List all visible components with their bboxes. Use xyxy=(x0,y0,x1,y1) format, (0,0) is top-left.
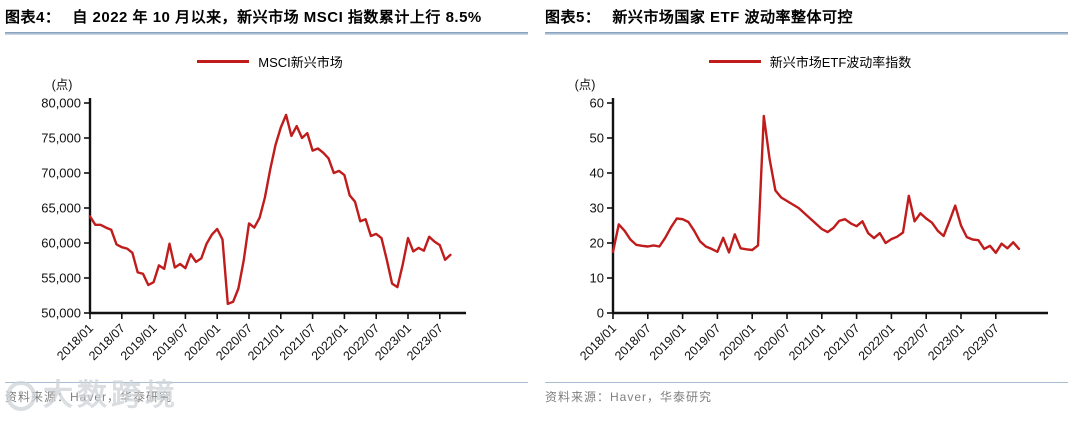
svg-text:60: 60 xyxy=(590,96,604,111)
legend-line-swatch xyxy=(708,60,761,63)
svg-text:40: 40 xyxy=(590,166,604,181)
svg-text:55,000: 55,000 xyxy=(41,271,81,286)
figure-4-title-rule xyxy=(5,32,528,35)
svg-text:2022/07: 2022/07 xyxy=(890,321,932,363)
figure-5-title-rule xyxy=(545,32,1068,35)
svg-text:2021/01: 2021/01 xyxy=(786,321,828,363)
svg-text:2019/01: 2019/01 xyxy=(647,321,689,363)
svg-text:65,000: 65,000 xyxy=(41,201,81,216)
svg-text:2020/01: 2020/01 xyxy=(716,321,758,363)
svg-text:(点): (点) xyxy=(52,78,73,92)
svg-text:2023/07: 2023/07 xyxy=(960,321,1002,363)
svg-text:2019/07: 2019/07 xyxy=(682,321,724,363)
legend-line-swatch xyxy=(197,60,250,63)
msci-line-chart: 50,000 55,000 60,000 65,000 70,000 75,000 80,0… xyxy=(41,78,466,363)
svg-text:50: 50 xyxy=(590,131,604,146)
svg-text:80,000: 80,000 xyxy=(41,96,81,111)
figure-5-title: 图表5： 新兴市场国家 ETF 波动率整体可控 xyxy=(545,6,1068,27)
figure-5-title-text: 新兴市场国家 ETF 波动率整体可控 xyxy=(612,9,854,26)
figure-5-legend: 新兴市场ETF波动率指数 xyxy=(540,52,1080,71)
svg-text:70,000: 70,000 xyxy=(41,166,81,181)
figure-4-source-text: 资料来源：Haver，华泰研究 xyxy=(5,390,173,404)
svg-text:75,000: 75,000 xyxy=(41,131,81,146)
figure-4-panel: 图表4： 自 2022 年 10 月以来，新兴市场 MSCI 指数累计上行 8.… xyxy=(0,6,540,405)
figure-5-header: 图表5： 新兴市场国家 ETF 波动率整体可控 xyxy=(545,6,1068,35)
svg-text:20: 20 xyxy=(590,236,604,251)
svg-text:0: 0 xyxy=(597,306,604,321)
svg-text:2020/07: 2020/07 xyxy=(751,321,793,363)
svg-text:2022/01: 2022/01 xyxy=(856,321,898,363)
svg-text:2023/01: 2023/01 xyxy=(925,321,967,363)
svg-text:2018/07: 2018/07 xyxy=(612,321,654,363)
figure-4-legend: MSCI新兴市场 xyxy=(0,52,540,71)
figure-4-source: 资料来源：Haver，华泰研究 xyxy=(5,382,528,405)
figure-4-title-label: 图表4： xyxy=(5,9,61,26)
svg-text:60,000: 60,000 xyxy=(41,236,81,251)
svg-text:10: 10 xyxy=(590,271,604,286)
svg-text:30: 30 xyxy=(590,201,604,216)
figure-5-source-text: 资料来源：Haver，华泰研究 xyxy=(545,390,713,404)
figure-5-title-label: 图表5： xyxy=(545,9,601,26)
figure-5-legend-label: 新兴市场ETF波动率指数 xyxy=(769,55,912,70)
figure-5-source: 资料来源：Haver，华泰研究 xyxy=(545,382,1068,405)
figure-4-title-text: 自 2022 年 10 月以来，新兴市场 MSCI 指数累计上行 8.5% xyxy=(72,9,482,26)
etf-volatility-line-chart: 0 10 20 30 40 50 60 2018/012018/072019/012019/0… xyxy=(575,78,1048,363)
figure-5-panel: 图表5： 新兴市场国家 ETF 波动率整体可控 新兴市场ETF波动率指数 0 10… xyxy=(540,0,1080,429)
svg-text:50,000: 50,000 xyxy=(41,306,81,321)
figure-4-title: 图表4： 自 2022 年 10 月以来，新兴市场 MSCI 指数累计上行 8.… xyxy=(5,6,528,27)
svg-text:2021/07: 2021/07 xyxy=(821,321,863,363)
svg-text:(点): (点) xyxy=(575,78,596,92)
svg-text:2018/01: 2018/01 xyxy=(577,321,619,363)
figure-4-legend-label: MSCI新兴市场 xyxy=(258,55,343,70)
figure-4-header: 图表4： 自 2022 年 10 月以来，新兴市场 MSCI 指数累计上行 8.… xyxy=(5,6,528,35)
